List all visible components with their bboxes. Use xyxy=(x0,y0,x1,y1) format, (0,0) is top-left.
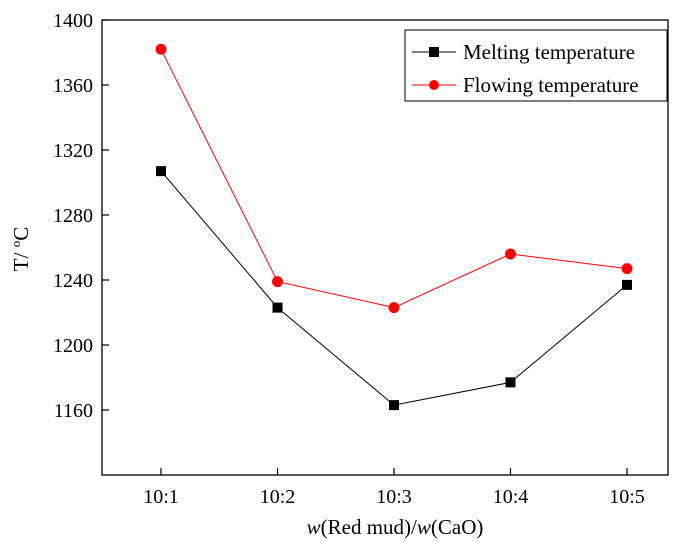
x-axis-label-var2: w xyxy=(417,515,431,539)
data-point-circle xyxy=(272,276,283,288)
data-point-square xyxy=(272,302,283,313)
y-axis-label-prefix: T/ xyxy=(9,247,33,271)
y-tick-label: 1360 xyxy=(53,75,93,97)
plot-area xyxy=(101,19,669,476)
data-point-circle xyxy=(155,43,167,55)
y-axis: 1160 1200 1240 1280 1320 1360 1400 xyxy=(53,10,109,422)
data-point-square xyxy=(505,377,516,388)
x-axis: 10:1 10:2 10:3 10:4 10:5 xyxy=(143,468,645,508)
x-tick-label: 10:4 xyxy=(493,486,529,508)
x-axis-label-var1: w xyxy=(307,515,321,539)
legend: Melting temperature Flowing temperature xyxy=(404,29,668,102)
data-point-circle xyxy=(505,248,516,260)
x-tick-label: 10:5 xyxy=(609,486,645,508)
x-tick-label: 10:1 xyxy=(143,486,179,508)
y-tick-label: 1240 xyxy=(53,270,93,292)
legend-label-melting: Melting temperature xyxy=(463,40,635,64)
y-tick-label: 1160 xyxy=(54,400,93,422)
y-tick-label: 1400 xyxy=(53,10,93,32)
y-tick-label: 1280 xyxy=(53,205,93,227)
x-tick-label: 10:3 xyxy=(376,486,412,508)
x-axis-label-mid: (Red mud)/ xyxy=(321,515,417,539)
series-layer xyxy=(155,43,633,411)
series-line-0 xyxy=(160,170,628,406)
data-point-square xyxy=(156,166,166,177)
x-axis-label: w(Red mud)/w(CaO) xyxy=(307,515,484,539)
legend-label-flowing: Flowing temperature xyxy=(463,73,639,97)
y-axis-label-unit: C xyxy=(9,227,33,241)
legend-marker-flowing xyxy=(429,80,439,90)
data-point-circle xyxy=(388,302,400,314)
legend-marker-melting xyxy=(429,47,439,57)
y-axis-label-degree: o xyxy=(8,241,23,248)
x-axis-label-end: (CaO) xyxy=(431,515,483,539)
x-tick-label: 10:2 xyxy=(260,486,296,508)
y-axis-label: T/ oC xyxy=(8,227,33,271)
data-point-square xyxy=(622,279,632,290)
data-point-square xyxy=(389,400,399,411)
y-tick-label: 1200 xyxy=(53,335,93,357)
data-point-circle xyxy=(621,263,633,275)
y-tick-label: 1320 xyxy=(53,140,93,162)
legend-box xyxy=(404,29,668,102)
